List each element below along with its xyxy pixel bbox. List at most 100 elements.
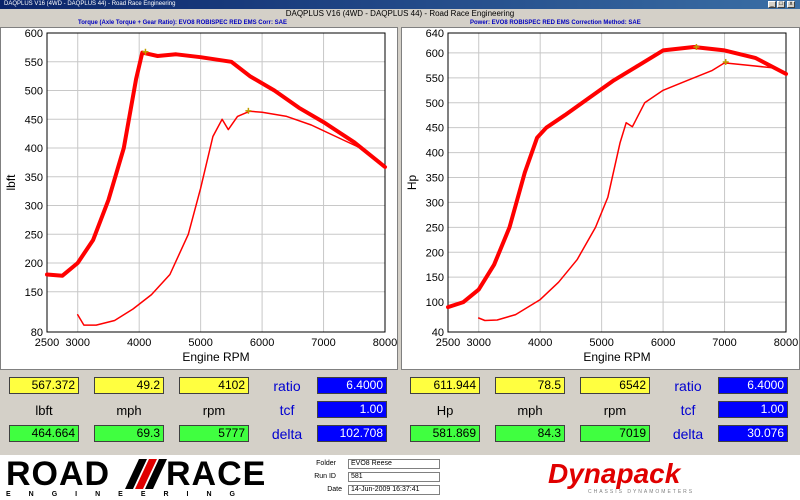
power-peak-speed: 78.5 bbox=[495, 377, 565, 394]
right-subtitle: Power: EVO8 ROBISPEC RED EMS Correction … bbox=[470, 20, 641, 26]
y-axis-label: Hp bbox=[405, 175, 419, 191]
y-tick-label: 500 bbox=[25, 86, 43, 98]
power-chart: 2500 3000 4000 5000 6000 7000 8000 40 100 150 200 2… bbox=[405, 28, 798, 364]
speed-unit-label: mph bbox=[116, 403, 142, 418]
power-peak-value: 611.944 bbox=[410, 377, 480, 394]
window-titlebar: DAQPLUS V16 (4WD - DAQPLUS 44) - Road Ra… bbox=[0, 0, 800, 9]
y-tick-label: 400 bbox=[25, 143, 43, 155]
torque-readout-panel: 567.372 49.2 4102 ratio 6.4000 lbft mph … bbox=[0, 372, 398, 452]
torque-peak-rpm: 4102 bbox=[179, 377, 249, 394]
tcf-value: 1.00 bbox=[317, 401, 387, 418]
y-tick-label: 450 bbox=[25, 114, 43, 126]
delta-label: delta bbox=[672, 426, 704, 442]
x-tick-label: 4000 bbox=[127, 337, 151, 349]
series-line-0 bbox=[45, 50, 387, 278]
dynapack-sub-text: CHASSIS DYNAMOMETERS bbox=[588, 489, 695, 495]
y-tick-label: 600 bbox=[25, 28, 43, 40]
x-axis-label: Engine RPM bbox=[583, 350, 650, 364]
power-readout-panel: 611.944 78.5 6542 ratio 6.4000 Hp mph rp… bbox=[401, 372, 800, 452]
page-title: DAQPLUS V16 (4WD - DAQPLUS 44) - Road Ra… bbox=[285, 9, 515, 18]
window-title: DAQPLUS V16 (4WD - DAQPLUS 44) - Road Ra… bbox=[4, 1, 176, 7]
y-tick-label: 200 bbox=[25, 258, 43, 270]
power-second-speed: 84.3 bbox=[495, 425, 565, 442]
y-axis-label: lbft bbox=[4, 174, 18, 191]
x-tick-label: 6000 bbox=[651, 337, 675, 349]
power-chart-panel: 2500 3000 4000 5000 6000 7000 8000 40 100 150 200 2… bbox=[401, 27, 800, 370]
x-tick-label: 5000 bbox=[589, 337, 613, 349]
y-tick-label: 350 bbox=[25, 172, 43, 184]
y-tick-label: 450 bbox=[426, 123, 444, 135]
power-second-value: 581.869 bbox=[410, 425, 480, 442]
y-tick-label: 400 bbox=[426, 148, 444, 160]
x-tick-label: 5000 bbox=[188, 337, 212, 349]
x-tick-label: 7000 bbox=[311, 337, 335, 349]
folder-label: Folder bbox=[316, 460, 336, 467]
y-tick-label: 250 bbox=[25, 229, 43, 241]
y-tick-label: 500 bbox=[426, 98, 444, 110]
x-tick-label: 8000 bbox=[373, 337, 397, 349]
torque-peak-value: 567.372 bbox=[9, 377, 79, 394]
logo-engineering-text: ENGINEERING bbox=[6, 491, 254, 498]
plot-frame bbox=[447, 32, 787, 333]
delta-value: 102.708 bbox=[317, 425, 387, 442]
x-tick-label: 4000 bbox=[528, 337, 552, 349]
torque-second-value: 464.664 bbox=[9, 425, 79, 442]
dynapack-logo-text: Dynapack bbox=[548, 458, 681, 489]
y-tick-label: 40 bbox=[432, 327, 444, 339]
speed-unit-label: mph bbox=[517, 403, 543, 418]
ratio-value: 6.4000 bbox=[718, 377, 788, 394]
left-subtitle: Torque (Axle Torque + Gear Ratio): EVO8 … bbox=[78, 20, 287, 26]
ratio-label: ratio bbox=[273, 378, 301, 394]
y-tick-label: 250 bbox=[426, 222, 444, 234]
road-race-logo: ROAD RACE ENGINEERING bbox=[6, 457, 306, 499]
x-tick-label: 2500 bbox=[436, 337, 460, 349]
series-line-0 bbox=[446, 45, 788, 310]
y-tick-label: 150 bbox=[426, 272, 444, 284]
y-tick-label: 550 bbox=[25, 57, 43, 69]
y-tick-label: 350 bbox=[426, 173, 444, 185]
x-tick-label: 3000 bbox=[466, 337, 490, 349]
ratio-label: ratio bbox=[674, 378, 702, 394]
close-button[interactable]: x bbox=[787, 1, 795, 8]
y-tick-label: 550 bbox=[426, 73, 444, 85]
y-tick-label: 100 bbox=[426, 297, 444, 309]
y-tick-label: 200 bbox=[426, 247, 444, 259]
tcf-label: tcf bbox=[279, 402, 295, 418]
x-tick-label: 7000 bbox=[712, 337, 736, 349]
x-tick-label: 2500 bbox=[35, 337, 59, 349]
rpm-unit-label: rpm bbox=[202, 403, 226, 418]
series-line-1 bbox=[76, 110, 386, 326]
folder-value: EVO8 Reese bbox=[348, 459, 440, 469]
power-second-rpm: 7019 bbox=[580, 425, 650, 442]
y-tick-label: 640 bbox=[426, 28, 444, 40]
logo-road-text: ROAD bbox=[6, 455, 111, 493]
series-line-1 bbox=[477, 62, 787, 322]
power-peak-rpm: 6542 bbox=[580, 377, 650, 394]
y-tick-label: 300 bbox=[426, 197, 444, 209]
torque-chart: 2500 3000 4000 5000 6000 7000 8000 80 150 200 250 3… bbox=[4, 28, 397, 364]
rpm-unit-label: rpm bbox=[603, 403, 627, 418]
maximize-button[interactable]: □ bbox=[777, 1, 785, 8]
ratio-value: 6.4000 bbox=[317, 377, 387, 394]
runid-value: 581 bbox=[348, 472, 440, 482]
footer: ROAD RACE ENGINEERING Folder EVO8 Reese … bbox=[0, 455, 800, 500]
logo-race-text: RACE bbox=[166, 455, 267, 493]
torque-second-rpm: 5777 bbox=[179, 425, 249, 442]
x-tick-label: 8000 bbox=[774, 337, 798, 349]
tcf-label: tcf bbox=[680, 402, 696, 418]
logo-stripes-icon bbox=[125, 459, 167, 489]
x-tick-label: 6000 bbox=[250, 337, 274, 349]
torque-unit-label: lbft bbox=[35, 403, 53, 418]
x-axis-label: Engine RPM bbox=[182, 350, 249, 364]
tcf-value: 1.00 bbox=[718, 401, 788, 418]
torque-chart-panel: 2500 3000 4000 5000 6000 7000 8000 80 150 200 250 3… bbox=[0, 27, 398, 370]
y-tick-label: 600 bbox=[426, 48, 444, 60]
delta-value: 30.076 bbox=[718, 425, 788, 442]
minimize-button[interactable]: _ bbox=[768, 1, 776, 8]
y-tick-label: 80 bbox=[31, 327, 43, 339]
date-value: 14-Jun-2009 16:37:41 bbox=[348, 485, 440, 495]
torque-peak-speed: 49.2 bbox=[94, 377, 164, 394]
plot-frame bbox=[46, 32, 386, 333]
date-label: Date bbox=[327, 486, 342, 493]
y-tick-label: 150 bbox=[25, 287, 43, 299]
